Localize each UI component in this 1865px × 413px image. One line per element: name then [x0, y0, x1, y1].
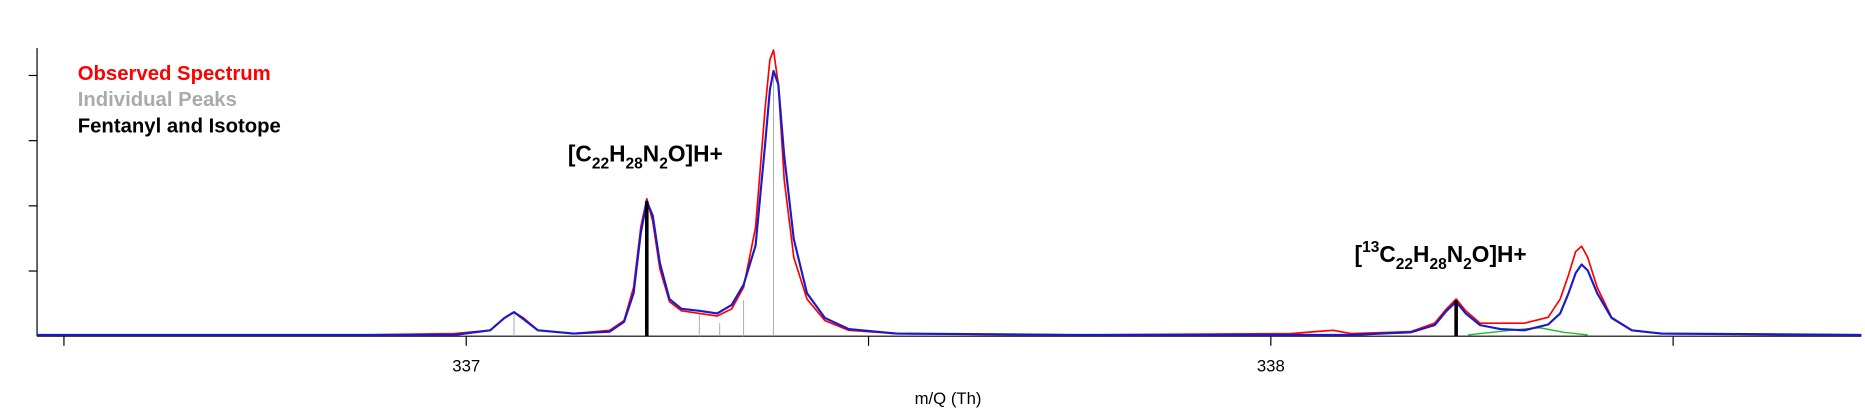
annotation-part: [ [1355, 241, 1363, 267]
annotation-part: 2 [1463, 256, 1472, 273]
legend-entry: Observed Spectrum [78, 63, 271, 85]
annotation-part: H [1413, 241, 1429, 267]
x-tick-label: 338 [1257, 357, 1285, 376]
fit-line [37, 69, 1862, 336]
annotation-part: N [643, 141, 659, 167]
component-curve [1468, 327, 1588, 336]
annotation-part: H [609, 141, 625, 167]
annotation-part: 13 [1362, 239, 1380, 256]
annotation-part: O]H+ [668, 141, 723, 167]
peak-annotation: [13C22H28N2O]H+ [1355, 239, 1527, 273]
legend-entry: Fentanyl and Isotope [78, 115, 281, 137]
annotation-part: 22 [592, 155, 610, 172]
annotation-part: 2 [659, 155, 668, 172]
annotation-part: N [1447, 241, 1463, 267]
x-axis-label: m/Q (Th) [915, 389, 982, 408]
legend-entry: Individual Peaks [78, 89, 237, 111]
annotation-part: 28 [1429, 256, 1447, 273]
annotation-part: 22 [1396, 256, 1414, 273]
annotation-part: O]H+ [1472, 241, 1527, 267]
x-tick-label: 337 [452, 357, 480, 376]
annotation-part: C [1379, 241, 1395, 267]
annotation-part: 28 [626, 155, 644, 172]
annotation-part: [C [568, 141, 592, 167]
peak-annotation: [C22H28N2O]H+ [568, 141, 723, 173]
observed-line [37, 49, 1862, 336]
